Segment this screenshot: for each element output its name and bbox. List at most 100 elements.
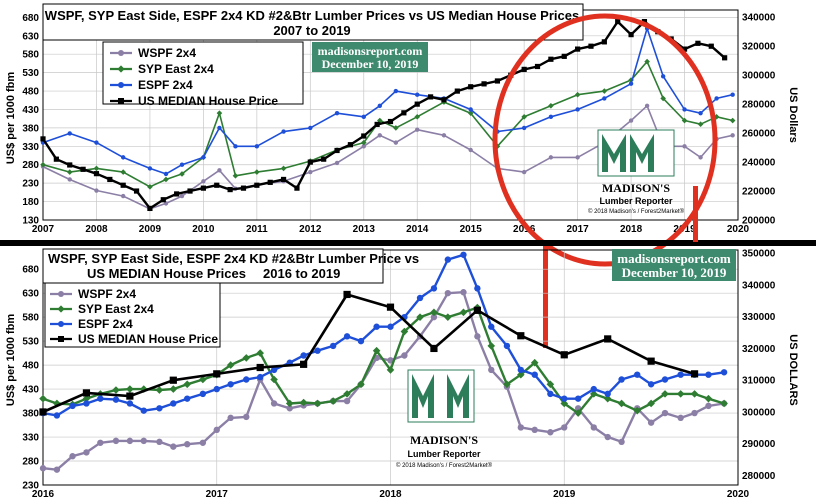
data-point-1 [120, 169, 126, 175]
bottom-legend-box [44, 282, 221, 348]
bottom-logo-line3: © 2018 Madison's / Forest2Market® [396, 462, 493, 469]
x-tick-label: 2010 [192, 224, 215, 235]
y2-tick-label: 220000 [742, 187, 776, 198]
data-point-2 [343, 333, 351, 340]
x-tick-label: 2011 [246, 224, 268, 235]
data-point-2 [682, 107, 687, 112]
data-point-3 [169, 376, 177, 384]
y2-tick-label: 350000 [742, 249, 776, 260]
data-point-3 [256, 363, 264, 372]
data-point-3 [561, 53, 567, 59]
data-point-0 [270, 400, 278, 407]
chart-top: 680 630 580 530 480 430 380 330 280 230 180 130 340… [5, 3, 799, 267]
top-legend: WSPF 2x4 SYP East 2x4 ESPF 2x4 US MEDIAN Ho… [102, 41, 304, 108]
data-point-2 [698, 110, 703, 116]
x-tick-label: 2020 [727, 489, 750, 500]
data-point-1 [546, 380, 555, 389]
data-point-0 [401, 352, 408, 359]
data-point-0 [201, 179, 206, 184]
data-point-2 [94, 140, 99, 145]
data-point-2 [308, 125, 313, 131]
data-point-3 [588, 43, 594, 49]
data-point-1 [574, 91, 581, 98]
y-tick-label: 330 [22, 142, 39, 153]
data-point-3 [615, 18, 621, 25]
data-point-3 [107, 176, 113, 183]
data-point-3 [334, 147, 340, 154]
data-point-2 [217, 125, 222, 131]
data-point-2 [531, 371, 538, 378]
data-point-0 [199, 439, 207, 446]
data-point-3 [187, 188, 193, 194]
x-tick-label: 2018 [379, 489, 402, 500]
y-tick-label: 380 [22, 409, 39, 420]
data-point-1 [126, 385, 134, 393]
data-point-2 [120, 155, 126, 160]
data-point-1 [226, 361, 235, 369]
data-point-0 [361, 144, 366, 149]
data-point-2 [575, 107, 580, 112]
data-point-1 [704, 394, 713, 403]
data-point-1 [548, 102, 554, 109]
top-title-line2: 2007 to 2019 [273, 23, 350, 38]
data-point-0 [343, 397, 351, 405]
data-point-0 [217, 168, 222, 173]
data-point-3 [430, 344, 438, 353]
y2-tick-label: 290000 [742, 439, 776, 450]
top-y2-tick-labels: 340000 320000 300000 280000 260000 240000 2200… [742, 13, 776, 227]
data-point-3 [174, 191, 180, 197]
y-tick-label: 280 [22, 457, 39, 468]
legend-swatch-marker [118, 98, 124, 104]
data-point-0 [548, 155, 554, 160]
y2-tick-label: 240000 [742, 158, 776, 169]
y-tick-label: 580 [22, 50, 39, 61]
data-point-1 [299, 398, 308, 407]
legend-swatch-marker [58, 336, 64, 342]
data-point-1 [521, 114, 527, 120]
series-line-3 [42, 293, 695, 414]
data-point-2 [184, 395, 191, 402]
data-point-0 [39, 465, 47, 472]
data-point-2 [730, 92, 735, 97]
data-point-2 [227, 381, 234, 388]
bottom-y2-tick-labels: 350000 340000 330000 320000 310000 300000 2900… [742, 249, 776, 482]
data-point-2 [69, 402, 76, 410]
y-tick-label: 430 [22, 105, 39, 116]
data-point-1 [517, 370, 525, 379]
data-point-0 [243, 413, 250, 421]
data-point-3 [386, 303, 395, 311]
data-point-2 [179, 162, 185, 167]
data-point-1 [560, 399, 569, 408]
y-tick-label: 280 [22, 160, 39, 171]
data-point-2 [468, 107, 473, 112]
data-point-2 [416, 294, 424, 302]
y2-tick-label: 330000 [742, 312, 776, 323]
y-tick-label: 230 [22, 179, 39, 190]
data-point-1 [676, 390, 685, 398]
y-tick-label: 680 [22, 265, 39, 276]
legend-swatch-marker [58, 291, 64, 297]
data-point-0 [691, 409, 698, 417]
y-tick-label: 430 [22, 385, 39, 396]
data-point-0 [441, 133, 447, 138]
top-logo-m-icon-2 [630, 134, 654, 172]
y-tick-label: 580 [22, 313, 39, 324]
data-point-0 [444, 289, 452, 297]
data-point-0 [156, 438, 163, 446]
data-point-2 [661, 376, 669, 383]
legend-swatch-marker [57, 305, 65, 313]
data-point-2 [488, 323, 495, 330]
data-point-0 [179, 193, 185, 199]
y2-tick-label: 340000 [742, 280, 776, 291]
data-point-2 [243, 376, 250, 383]
data-point-3 [481, 81, 487, 87]
data-point-2 [460, 251, 467, 258]
data-point-3 [214, 182, 220, 188]
data-point-2 [373, 323, 380, 330]
data-point-2 [628, 81, 634, 86]
data-point-2 [444, 256, 452, 263]
data-point-1 [232, 172, 239, 179]
bottom-y2-axis-label: US DOLLARS [787, 334, 799, 406]
data-point-2 [618, 376, 625, 383]
data-point-1 [386, 366, 395, 374]
